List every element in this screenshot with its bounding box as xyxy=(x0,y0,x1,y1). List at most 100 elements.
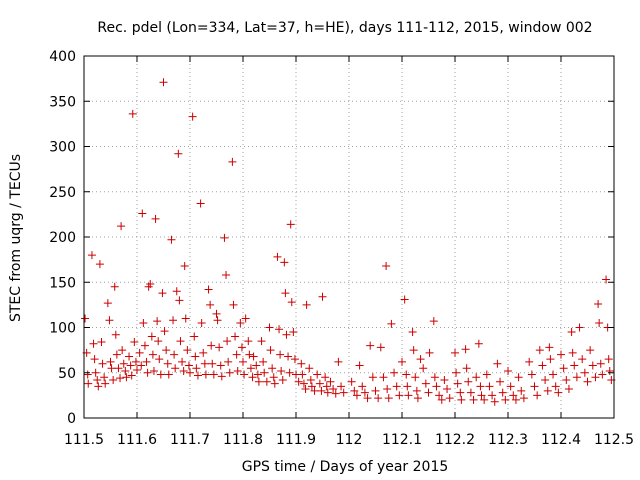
data-point xyxy=(241,314,250,323)
data-point xyxy=(282,330,291,339)
data-point xyxy=(567,328,576,337)
data-point xyxy=(257,337,266,346)
y-tick-label: 400 xyxy=(49,49,76,65)
data-point xyxy=(236,318,245,327)
data-point xyxy=(98,359,107,368)
data-point xyxy=(493,359,502,368)
data-point xyxy=(199,348,208,357)
x-tick-label: 111.9 xyxy=(276,432,316,448)
data-point xyxy=(530,382,539,391)
data-point xyxy=(368,373,377,382)
data-point xyxy=(181,314,190,323)
data-point xyxy=(545,343,554,352)
data-point xyxy=(253,370,262,379)
data-point xyxy=(103,299,112,308)
data-point xyxy=(84,379,93,388)
data-point xyxy=(564,385,573,394)
data-point xyxy=(517,386,526,395)
data-point xyxy=(360,388,369,397)
data-point xyxy=(158,289,167,298)
data-point xyxy=(201,370,210,379)
data-point xyxy=(169,316,178,325)
data-point xyxy=(412,386,421,395)
data-point xyxy=(541,375,550,384)
data-point xyxy=(284,352,293,361)
data-point xyxy=(413,394,422,403)
data-point xyxy=(490,397,499,406)
x-tick-label: 112 xyxy=(336,432,363,448)
data-point xyxy=(101,379,110,388)
data-point xyxy=(222,271,231,280)
data-point xyxy=(107,364,116,373)
data-point xyxy=(224,357,233,366)
data-point xyxy=(148,350,157,359)
data-point xyxy=(286,220,295,229)
data-point xyxy=(130,337,139,346)
data-point xyxy=(239,357,247,366)
data-point xyxy=(429,317,438,326)
data-point xyxy=(395,391,404,400)
data-point xyxy=(416,355,425,364)
data-point xyxy=(200,359,209,368)
data-point xyxy=(178,357,187,366)
data-point xyxy=(432,382,441,391)
data-point xyxy=(225,368,234,377)
data-point xyxy=(149,366,158,375)
data-point xyxy=(527,370,536,379)
y-tick-label: 350 xyxy=(49,94,76,110)
data-point xyxy=(445,394,454,403)
data-point xyxy=(549,370,558,379)
data-point xyxy=(546,355,555,364)
data-point xyxy=(461,345,470,354)
data-point xyxy=(117,222,126,231)
data-point xyxy=(208,359,217,368)
data-point xyxy=(244,337,253,346)
data-point xyxy=(321,373,330,382)
data-point xyxy=(347,377,356,386)
y-axis-label: STEC from uqrg / TECUs xyxy=(8,154,24,322)
data-point xyxy=(376,343,385,352)
data-point xyxy=(594,299,603,308)
data-point xyxy=(159,78,168,87)
data-point xyxy=(298,370,307,379)
data-point xyxy=(217,372,226,381)
data-point xyxy=(215,343,224,352)
data-point xyxy=(204,285,213,294)
data-point xyxy=(464,377,473,386)
data-point xyxy=(276,350,285,359)
data-point xyxy=(151,214,160,223)
data-point xyxy=(334,357,343,366)
data-point xyxy=(411,373,420,382)
x-tick-label: 111.8 xyxy=(223,432,263,448)
data-point xyxy=(392,382,401,391)
data-point xyxy=(559,364,568,373)
data-point xyxy=(206,300,215,309)
x-tick-label: 112.2 xyxy=(435,432,475,448)
data-point xyxy=(294,377,303,386)
data-point xyxy=(496,377,505,386)
data-point xyxy=(223,337,232,346)
data-point xyxy=(297,359,306,368)
data-point xyxy=(89,339,98,348)
data-point xyxy=(285,368,294,377)
data-point xyxy=(143,368,152,377)
data-point xyxy=(278,375,287,384)
data-point xyxy=(318,292,327,301)
data-point xyxy=(384,394,393,403)
data-point xyxy=(511,395,520,404)
data-point xyxy=(112,350,121,359)
grid-lines xyxy=(84,56,614,418)
data-point xyxy=(302,300,311,309)
data-point xyxy=(498,388,507,397)
data-point xyxy=(525,357,534,366)
data-point xyxy=(131,357,140,366)
data-point xyxy=(216,361,225,370)
x-tick-label: 111.7 xyxy=(170,432,210,448)
data-point xyxy=(183,346,192,355)
data-point xyxy=(462,364,471,373)
data-point xyxy=(443,385,452,394)
data-point xyxy=(598,370,607,379)
data-point xyxy=(105,316,114,325)
data-point xyxy=(196,199,205,208)
